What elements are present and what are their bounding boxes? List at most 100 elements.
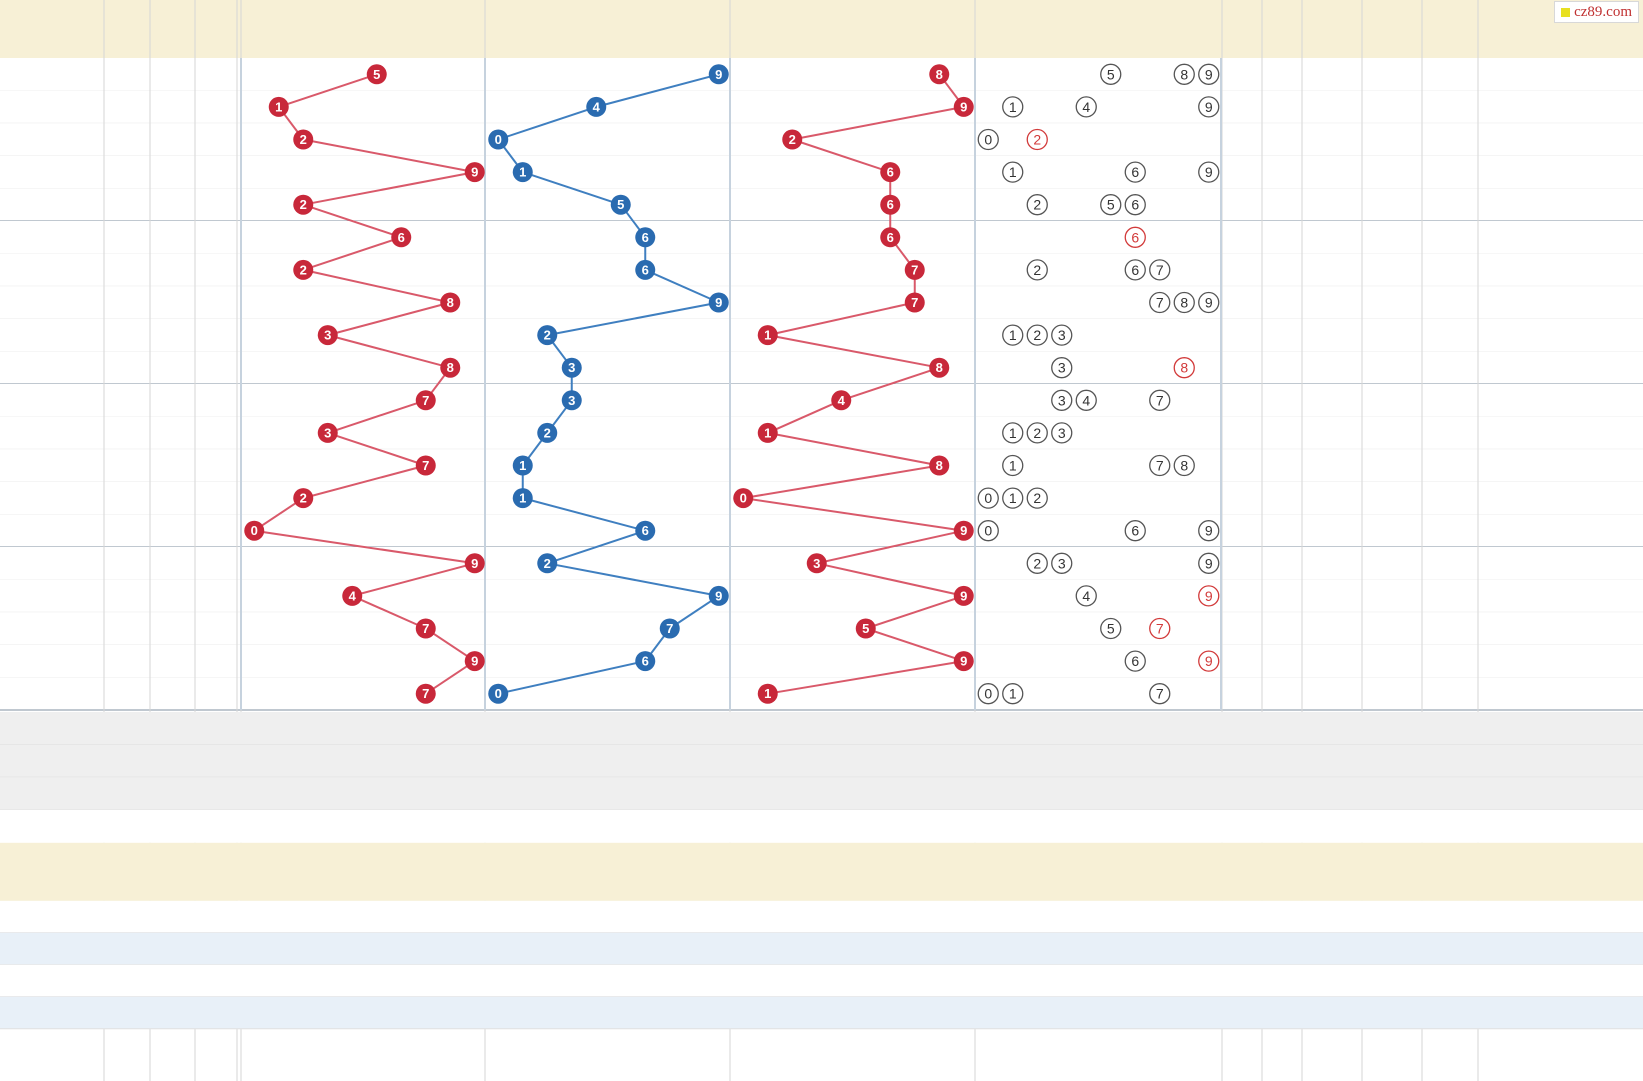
preselect-digit[interactable]: 6 xyxy=(397,753,405,769)
preselect-digit[interactable]: 6 xyxy=(397,720,405,736)
preselect-digit[interactable]: 8 xyxy=(935,720,943,736)
preselect-digit[interactable]: 1 xyxy=(1009,753,1017,769)
preselect-digit[interactable]: 6 xyxy=(641,720,649,736)
footer-header-period[interactable]: 期号 ▲▼ xyxy=(0,842,104,901)
preselect-digit[interactable]: 6 xyxy=(1131,720,1139,736)
preselect-digit[interactable]: 2 xyxy=(543,720,551,736)
preselect-digit[interactable]: 3 xyxy=(813,753,821,769)
preselect-digit[interactable]: 2 xyxy=(299,785,307,801)
preselect-digit[interactable]: 1 xyxy=(519,753,527,769)
preselect-digit[interactable]: 8 xyxy=(935,753,943,769)
preselect-digit[interactable]: 5 xyxy=(373,753,381,769)
preselect-digit[interactable]: 0 xyxy=(984,720,992,736)
preselect-digit[interactable]: 7 xyxy=(422,785,430,801)
preselect-digit[interactable]: 9 xyxy=(471,785,479,801)
preselect-digit[interactable]: 3 xyxy=(813,785,821,801)
preselect-digit[interactable]: 8 xyxy=(935,785,943,801)
preselect-digit[interactable]: 9 xyxy=(1205,753,1213,769)
preselect-digit[interactable]: 4 xyxy=(592,753,600,769)
header-period[interactable]: 期号 ▲▼ xyxy=(0,0,104,58)
preselect-digit[interactable]: 1 xyxy=(764,785,772,801)
preselect-digit[interactable]: 0 xyxy=(739,753,747,769)
preselect-digit[interactable]: 4 xyxy=(1082,753,1090,769)
preselect-digit[interactable]: 5 xyxy=(617,720,625,736)
preselect-digit[interactable]: 0 xyxy=(739,720,747,736)
preselect-digit[interactable]: 8 xyxy=(690,785,698,801)
preselect-digit[interactable]: 5 xyxy=(1107,785,1115,801)
preselect-digit[interactable]: 6 xyxy=(641,785,649,801)
preselect-digit[interactable]: 3 xyxy=(568,753,576,769)
preselect-digit[interactable]: 4 xyxy=(837,753,845,769)
preselect-digit[interactable]: 6 xyxy=(886,753,894,769)
preselect-digit[interactable]: 7 xyxy=(911,720,919,736)
preselect-digit[interactable]: 2 xyxy=(1033,753,1041,769)
preselect-digit[interactable]: 4 xyxy=(837,785,845,801)
preselect-digit[interactable]: 7 xyxy=(1156,785,1164,801)
preselect-digit[interactable]: 4 xyxy=(1082,720,1090,736)
preselect-digit[interactable]: 0 xyxy=(494,785,502,801)
preselect-digit[interactable]: 0 xyxy=(984,785,992,801)
preselect-digit[interactable]: 1 xyxy=(519,785,527,801)
preselect-digit[interactable]: 9 xyxy=(471,753,479,769)
preselect-digit[interactable]: 8 xyxy=(1180,753,1188,769)
preselect-digit[interactable]: 9 xyxy=(471,720,479,736)
preselect-digit[interactable]: 0 xyxy=(494,720,502,736)
preselect-digit[interactable]: 2 xyxy=(1033,785,1041,801)
preselect-digit[interactable]: 3 xyxy=(568,785,576,801)
preselect-digit[interactable]: 1 xyxy=(764,753,772,769)
preselect-digit[interactable]: 7 xyxy=(666,785,674,801)
preselect-digit[interactable]: 6 xyxy=(1131,753,1139,769)
preselect-digit[interactable]: 5 xyxy=(862,753,870,769)
preselect-digit[interactable]: 5 xyxy=(373,720,381,736)
preselect-digit[interactable]: 8 xyxy=(446,753,454,769)
preselect-digit[interactable]: 1 xyxy=(519,720,527,736)
preselect-digit[interactable]: 1 xyxy=(1009,785,1017,801)
preselect-digit[interactable]: 5 xyxy=(862,720,870,736)
preselect-digit[interactable]: 1 xyxy=(275,785,283,801)
preselect-digit[interactable]: 8 xyxy=(1180,785,1188,801)
preselect-digit[interactable]: 9 xyxy=(960,785,968,801)
preselect-digit[interactable]: 3 xyxy=(813,720,821,736)
preselect-digit[interactable]: 0 xyxy=(494,753,502,769)
preselect-digit[interactable]: 6 xyxy=(886,720,894,736)
preselect-digit[interactable]: 6 xyxy=(1131,785,1139,801)
preselect-digit[interactable]: 7 xyxy=(422,753,430,769)
preselect-digit[interactable]: 2 xyxy=(1033,720,1041,736)
preselect-digit[interactable]: 0 xyxy=(250,720,258,736)
preselect-digit[interactable]: 2 xyxy=(299,753,307,769)
preselect-digit[interactable]: 2 xyxy=(299,720,307,736)
preselect-digit[interactable]: 0 xyxy=(984,753,992,769)
preselect-digit[interactable]: 7 xyxy=(911,753,919,769)
sort-icon[interactable]: ▲▼ xyxy=(61,25,75,33)
preselect-digit[interactable]: 8 xyxy=(690,753,698,769)
preselect-digit[interactable]: 0 xyxy=(250,785,258,801)
preselect-digit[interactable]: 4 xyxy=(837,720,845,736)
preselect-digit[interactable]: 5 xyxy=(617,785,625,801)
preselect-digit[interactable]: 3 xyxy=(568,720,576,736)
preselect-digit[interactable]: 7 xyxy=(1156,753,1164,769)
preselect-digit[interactable]: 6 xyxy=(641,753,649,769)
preselect-digit[interactable]: 8 xyxy=(446,720,454,736)
preselect-digit[interactable]: 2 xyxy=(788,753,796,769)
preselect-digit[interactable]: 3 xyxy=(1058,785,1066,801)
preselect-digit[interactable]: 7 xyxy=(911,785,919,801)
preselect-digit[interactable]: 1 xyxy=(275,720,283,736)
preselect-digit[interactable]: 3 xyxy=(324,785,332,801)
preselect-digit[interactable]: 2 xyxy=(543,785,551,801)
preselect-digit[interactable]: 2 xyxy=(543,753,551,769)
preselect-digit[interactable]: 4 xyxy=(592,785,600,801)
preselect-digit[interactable]: 5 xyxy=(617,753,625,769)
preselect-digit[interactable]: 5 xyxy=(862,785,870,801)
preselect-digit[interactable]: 6 xyxy=(886,785,894,801)
preselect-digit[interactable]: 8 xyxy=(1180,720,1188,736)
preselect-digit[interactable]: 8 xyxy=(446,785,454,801)
preselect-digit[interactable]: 4 xyxy=(348,785,356,801)
preselect-digit[interactable]: 5 xyxy=(1107,753,1115,769)
preselect-digit[interactable]: 1 xyxy=(764,720,772,736)
preselect-digit[interactable]: 4 xyxy=(1082,785,1090,801)
preselect-digit[interactable]: 2 xyxy=(788,785,796,801)
preselect-digit[interactable]: 7 xyxy=(1156,720,1164,736)
preselect-digit[interactable]: 7 xyxy=(422,720,430,736)
preselect-digit[interactable]: 3 xyxy=(1058,720,1066,736)
preselect-digit[interactable]: 0 xyxy=(739,785,747,801)
